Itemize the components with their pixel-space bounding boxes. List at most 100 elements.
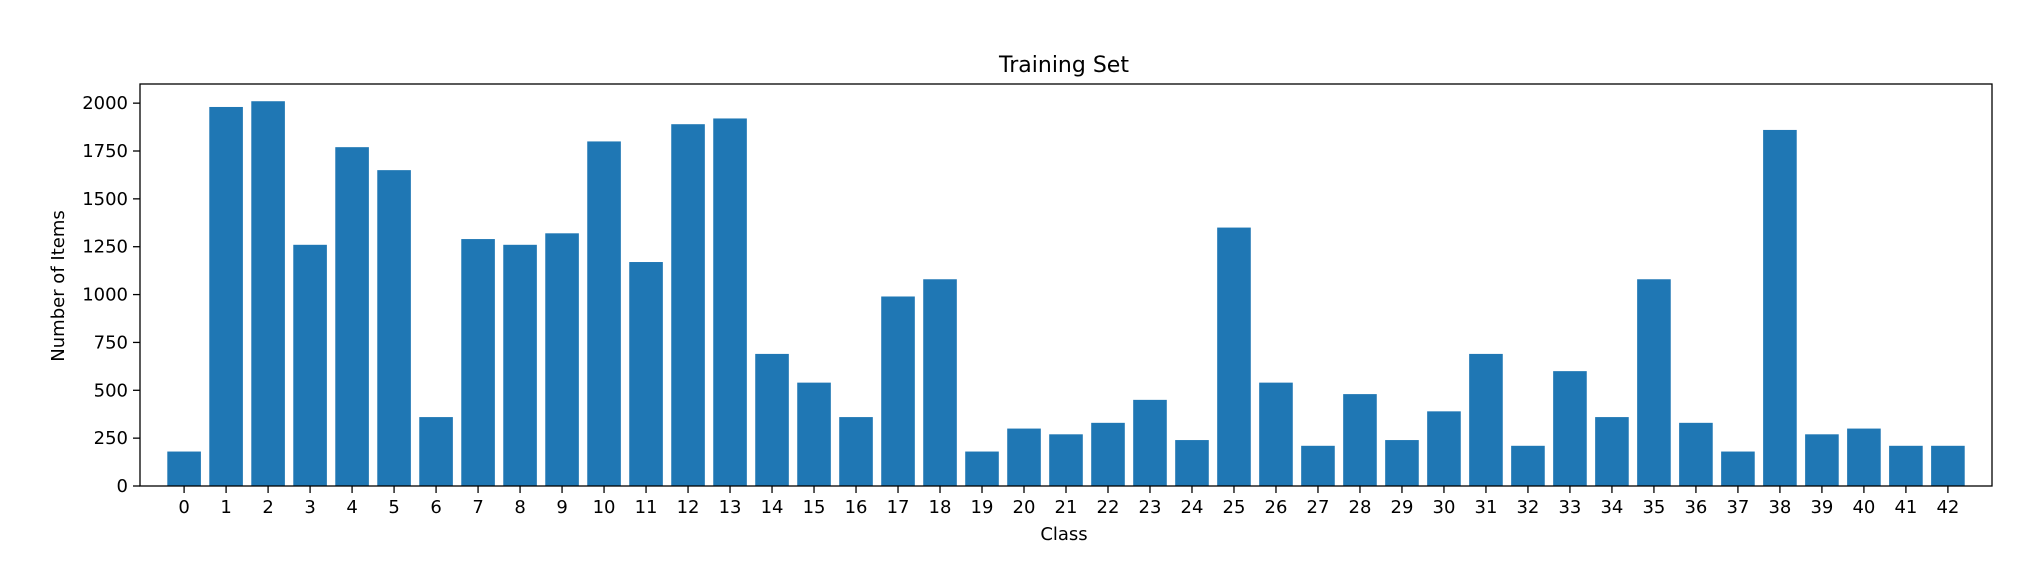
bar-class-15	[797, 382, 831, 486]
x-tick-label-5: 5	[388, 497, 399, 518]
bar-class-1	[209, 106, 243, 486]
x-tick-label-31: 31	[1475, 497, 1498, 518]
bar-class-6	[419, 417, 453, 486]
x-tick-label-42: 42	[1936, 497, 1959, 518]
bar-class-33	[1553, 371, 1587, 486]
bar-class-31	[1469, 353, 1503, 486]
bar-class-5	[377, 170, 411, 486]
x-tick-label-37: 37	[1726, 497, 1749, 518]
bar-class-41	[1889, 445, 1923, 486]
y-tick-label-1750: 1750	[82, 141, 128, 162]
bar-class-7	[461, 239, 495, 486]
x-tick-label-39: 39	[1810, 497, 1833, 518]
x-tick-label-16: 16	[845, 497, 868, 518]
bar-class-9	[545, 233, 579, 486]
bar-class-42	[1931, 445, 1965, 486]
bar-class-40	[1847, 428, 1881, 486]
y-tick-label-500: 500	[94, 380, 128, 401]
x-tick-label-26: 26	[1265, 497, 1288, 518]
x-tick-label-24: 24	[1181, 497, 1204, 518]
x-tick-label-6: 6	[430, 497, 441, 518]
x-tick-label-14: 14	[761, 497, 784, 518]
x-tick-label-4: 4	[346, 497, 357, 518]
bar-class-26	[1259, 382, 1293, 486]
x-tick-label-32: 32	[1516, 497, 1539, 518]
y-tick-label-0: 0	[117, 476, 128, 497]
bar-class-36	[1679, 422, 1713, 486]
x-tick-label-21: 21	[1055, 497, 1078, 518]
bar-class-11	[629, 262, 663, 486]
bar-class-24	[1175, 440, 1209, 486]
x-tick-label-1: 1	[220, 497, 231, 518]
bar-class-32	[1511, 445, 1545, 486]
bar-class-27	[1301, 445, 1335, 486]
bar-class-0	[167, 451, 201, 486]
y-tick-label-750: 750	[94, 332, 128, 353]
bar-class-35	[1637, 279, 1671, 486]
bar-class-12	[671, 124, 705, 486]
bars-layer	[167, 101, 1965, 487]
bar-class-13	[713, 118, 747, 487]
x-tick-label-13: 13	[719, 497, 742, 518]
x-tick-label-15: 15	[803, 497, 826, 518]
x-tick-label-8: 8	[514, 497, 525, 518]
bar-class-29	[1385, 440, 1419, 486]
bar-class-34	[1595, 417, 1629, 486]
bar-class-20	[1007, 428, 1041, 486]
bar-class-22	[1091, 422, 1125, 486]
bar-class-37	[1721, 451, 1755, 486]
x-tick-label-20: 20	[1013, 497, 1036, 518]
x-tick-label-19: 19	[971, 497, 994, 518]
bar-class-17	[881, 296, 915, 486]
x-tick-label-35: 35	[1642, 497, 1665, 518]
y-tick-label-1500: 1500	[82, 189, 128, 210]
bar-class-14	[755, 353, 789, 486]
x-tick-label-25: 25	[1223, 497, 1246, 518]
bar-class-38	[1763, 129, 1797, 486]
x-tick-label-12: 12	[677, 497, 700, 518]
x-tick-label-41: 41	[1894, 497, 1917, 518]
bar-class-18	[923, 279, 957, 486]
x-tick-label-28: 28	[1349, 497, 1372, 518]
x-tick-label-0: 0	[178, 497, 189, 518]
bar-class-30	[1427, 411, 1461, 486]
y-tick-label-250: 250	[94, 428, 128, 449]
x-tick-label-34: 34	[1600, 497, 1623, 518]
plot-frame	[139, 83, 1993, 487]
chart-title: Training Set	[998, 53, 1129, 78]
bar-class-39	[1805, 434, 1839, 486]
x-tick-label-36: 36	[1684, 497, 1707, 518]
bar-class-21	[1049, 434, 1083, 486]
bar-class-8	[503, 244, 537, 486]
x-tick-label-27: 27	[1307, 497, 1330, 518]
y-axis-label: Number of Items	[48, 210, 69, 361]
x-tick-label-11: 11	[635, 497, 658, 518]
bar-class-23	[1133, 399, 1167, 486]
y-tick-label-1000: 1000	[82, 285, 128, 306]
bar-class-28	[1343, 394, 1377, 486]
x-tick-label-9: 9	[556, 497, 567, 518]
bar-class-2	[251, 101, 285, 486]
x-tick-label-2: 2	[262, 497, 273, 518]
x-tick-label-40: 40	[1852, 497, 1875, 518]
bar-class-16	[839, 417, 873, 486]
bar-class-19	[965, 451, 999, 486]
y-tick-label-1250: 1250	[82, 237, 128, 258]
y-tick-label-2000: 2000	[82, 93, 128, 114]
x-tick-label-10: 10	[593, 497, 616, 518]
x-tick-label-17: 17	[887, 497, 910, 518]
x-tick-label-22: 22	[1097, 497, 1120, 518]
x-tick-label-18: 18	[929, 497, 952, 518]
x-tick-label-33: 33	[1558, 497, 1581, 518]
x-axis-label: Class	[1040, 524, 1087, 545]
bar-class-4	[335, 147, 369, 487]
x-tick-label-29: 29	[1391, 497, 1414, 518]
x-tick-label-7: 7	[472, 497, 483, 518]
x-tick-label-23: 23	[1139, 497, 1162, 518]
bar-class-25	[1217, 227, 1251, 486]
bar-class-10	[587, 141, 621, 486]
x-tick-label-38: 38	[1768, 497, 1791, 518]
